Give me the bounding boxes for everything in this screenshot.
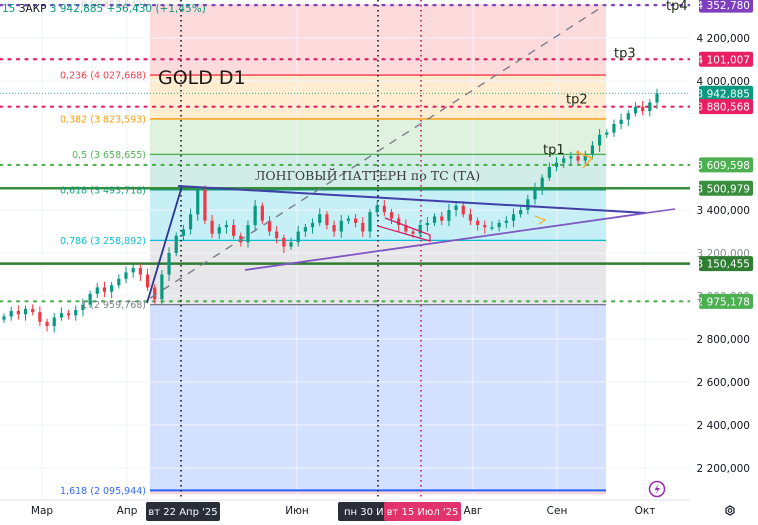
svg-text:2 800,000: 2 800,000 — [697, 334, 750, 346]
target-label-tp3: tp3 — [614, 46, 636, 61]
price-change: +56,430 — [106, 3, 153, 15]
target-label-tp4: tp4 — [666, 0, 688, 14]
time-tick-label: Июн — [285, 505, 309, 517]
fib-label-1,618: 1,618 (2 095,944) — [60, 486, 146, 497]
svg-text:вт 22 Апр '25: вт 22 Апр '25 — [148, 507, 217, 518]
lightning-icon[interactable] — [648, 480, 666, 498]
fib-label-0,382: 0,382 (3 823,593) — [60, 114, 146, 125]
price-tag[interactable]: 4 352,780 — [697, 0, 753, 13]
last-price: 3 942,885 — [49, 3, 104, 15]
price-tag[interactable]: 2 975,178 — [697, 293, 753, 309]
time-tick-label: Апр — [117, 505, 138, 517]
svg-text:3 400,000: 3 400,000 — [697, 205, 750, 217]
settings-icon[interactable] — [725, 505, 735, 516]
price-tag[interactable]: 3 880,568 — [697, 99, 753, 115]
triangle-upper-line — [177, 185, 647, 214]
triangle-lower-line — [244, 212, 647, 271]
impulse-line — [146, 185, 183, 304]
price-tag[interactable]: 3 609,598 — [697, 157, 753, 173]
price-tag[interactable]: 4 101,007 — [697, 51, 753, 67]
svg-text:4 352,780: 4 352,780 — [697, 0, 750, 12]
svg-text:вт 15 Июл '25: вт 15 Июл '25 — [387, 507, 459, 518]
trend-projection-line — [149, 4, 606, 299]
close-label: ЗАКР — [18, 3, 47, 15]
svg-text:3 942,885: 3 942,885 — [697, 88, 750, 100]
fib-label-0: 0 (4 357,542) — [81, 0, 146, 11]
grid — [0, 0, 690, 500]
target-label-tp2: tp2 — [566, 93, 588, 108]
svg-text:2 600,000: 2 600,000 — [697, 377, 750, 389]
fib-label-0,5: 0,5 (3 658,655) — [72, 150, 146, 161]
price-change-pct: (+1,45%) — [155, 3, 206, 15]
svg-text:2 400,000: 2 400,000 — [697, 420, 750, 432]
price-tag[interactable]: 3 500,979 — [697, 180, 753, 196]
time-marker[interactable]: вт 22 Апр '25 — [146, 502, 220, 521]
legend-header: 15 ЗАКР 3 942,885 +56,430 (+1,45%) — [2, 3, 206, 15]
time-tick-label: Окт — [635, 505, 656, 517]
svg-text:2 975,178: 2 975,178 — [697, 296, 750, 308]
fib-label-0,786: 0,786 (3 258,892) — [60, 236, 146, 247]
levels — [0, 0, 692, 500]
pennant-pattern — [575, 151, 594, 169]
time-tick-label: Мар — [31, 505, 53, 517]
flag-pattern — [377, 217, 431, 242]
time-marker[interactable]: пн 30 Июн '25 — [338, 502, 417, 521]
target-label-tp1: tp1 — [543, 143, 565, 158]
fib-label-0,236: 0,236 (4 027,668) — [60, 71, 146, 82]
svg-text:3 500,979: 3 500,979 — [697, 183, 750, 195]
drawings[interactable] — [146, 4, 676, 304]
svg-text:3 150,455: 3 150,455 — [697, 259, 750, 271]
price-tag[interactable]: 3 150,455 — [697, 256, 753, 272]
svg-text:4 200,000: 4 200,000 — [697, 33, 750, 45]
labels: 0 (4 357,542) 0,236 (4 027,668) 0,382 (3 8… — [60, 0, 688, 497]
fib-label-0,618: 0,618 (3 493,718) — [60, 185, 146, 196]
time-marker[interactable]: вт 15 Июл '25 — [384, 502, 461, 521]
timeframe: 15 — [2, 3, 16, 15]
candles — [2, 88, 659, 333]
time-tick-label: Сен — [547, 505, 568, 517]
small-pennant-pattern — [534, 215, 547, 225]
svg-text:4 000,000: 4 000,000 — [697, 76, 750, 88]
fib-label-1: 1 (2 959,768) — [81, 300, 146, 311]
chart-title: GOLD D1 — [158, 67, 246, 89]
svg-text:4 101,007: 4 101,007 — [697, 54, 750, 66]
svg-text:3 609,598: 3 609,598 — [697, 160, 750, 172]
time-tick-label: Авг — [464, 505, 483, 517]
svg-text:2 200,000: 2 200,000 — [697, 463, 750, 475]
svg-text:пн 30 Июн '25: пн 30 Июн '25 — [344, 507, 417, 518]
time-axis[interactable]: Мар Апр Июн Авг Сен Окт вт 22 Апр '25 пн 30 Июн… — [0, 499, 758, 525]
breakout-line — [645, 208, 676, 214]
pattern-label: ЛОНГОВЫЙ ПАТТЕРН по ТС (ТА) — [255, 167, 480, 183]
svg-text:3 880,568: 3 880,568 — [697, 102, 750, 114]
